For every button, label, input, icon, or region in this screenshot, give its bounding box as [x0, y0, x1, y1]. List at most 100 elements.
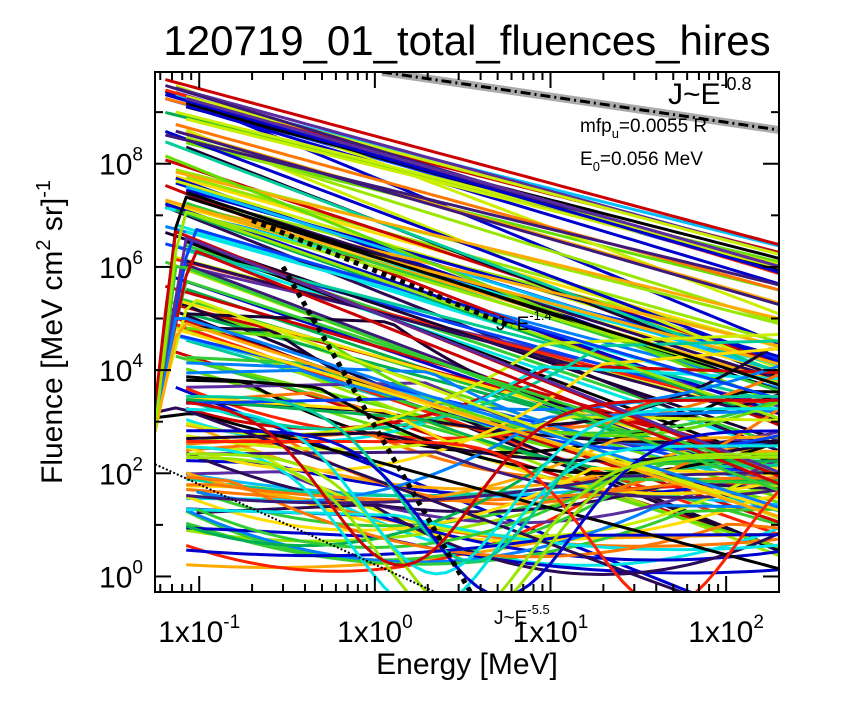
reference-line-2 [251, 217, 513, 329]
y-tick-label-exp: 6 [132, 248, 143, 269]
axis-ticks [155, 72, 780, 592]
series-line-82 [165, 133, 779, 287]
y-tick-label-base: 10 [99, 149, 132, 182]
x-tick-label: 1x102 [688, 612, 764, 649]
annotation-power-law-mid: J~E-1.4 [496, 308, 552, 335]
series-line-133 [185, 507, 779, 566]
series-line-81 [164, 93, 779, 274]
series-line-110 [185, 339, 779, 431]
reference-lines [155, 72, 779, 592]
series-line-56 [164, 140, 779, 374]
y-tick-label: 102 [99, 454, 143, 491]
annotation-mfp-sub: u [612, 126, 619, 141]
series-line-140 [186, 326, 779, 438]
y-tick-label-base: 10 [99, 355, 132, 388]
series-line-163 [155, 322, 779, 519]
y-tick-label: 108 [99, 145, 143, 182]
series-layer [155, 78, 779, 592]
series-line-165 [186, 444, 779, 592]
series-line-43 [185, 104, 779, 286]
annotation-e0-base: E [580, 149, 593, 170]
series-line-126 [186, 398, 779, 482]
annotation-power-law-low-base: J~E [494, 608, 527, 629]
annotation-e0: E0=0.056 MeV [580, 149, 703, 174]
series-line-42 [185, 240, 779, 467]
series-line-67 [175, 208, 779, 423]
y-tick-label: 104 [99, 351, 143, 388]
series-line-162 [155, 316, 779, 509]
y-axis-label-sup1: 2 [33, 239, 55, 250]
annotation-mfp-rest: =0.0055 R [619, 116, 707, 137]
series-line-157 [155, 298, 779, 520]
series-line-65 [175, 123, 779, 292]
series-line-167 [186, 440, 779, 592]
x-tick-label-base: 1x10 [513, 616, 578, 649]
series-line-93 [185, 97, 779, 268]
y-axis-label-mid: sr] [36, 198, 69, 240]
x-tick-label-base: 1x10 [688, 616, 753, 649]
annotation-power-law-main: J~E-0.8 [668, 74, 752, 111]
x-tick-label-exp: 1 [578, 612, 589, 633]
y-axis-label-sup2: -1 [33, 180, 55, 198]
x-tick-label: 1x101 [513, 612, 589, 649]
x-tick-label-exp: 0 [402, 612, 413, 633]
series-line-154 [155, 195, 779, 411]
reference-line-1 [381, 72, 779, 132]
series-line-139 [185, 458, 779, 548]
y-tick-label-exp: 8 [132, 145, 143, 166]
annotation-e0-sub: 0 [593, 159, 600, 174]
annotation-power-law-main-base: J~E [668, 78, 721, 111]
y-axis-label-base: Fluence [MeV cm [36, 251, 69, 484]
series-line-144 [186, 450, 779, 499]
y-tick-label-exp: 2 [132, 454, 143, 475]
reference-line-4 [155, 463, 436, 592]
series-line-146 [186, 475, 779, 559]
y-axis-label: Fluence [MeV cm2 sr]-1 [33, 180, 69, 484]
chart-title: 120719_01_total_fluences_hires [163, 17, 770, 64]
series-line-156 [155, 236, 779, 474]
x-tick-label: 1x10-1 [158, 612, 240, 649]
series-line-80 [175, 299, 779, 551]
series-line-172 [186, 398, 779, 567]
annotation-power-law-low-exp: -5.5 [527, 602, 549, 617]
series-line-170 [186, 429, 779, 592]
annotation-mfp-base: mfp [580, 116, 612, 137]
series-line-166 [186, 452, 779, 592]
x-tick-labels: 1x10-1 1x100 1x101 1x102 [158, 612, 764, 649]
series-line-161 [155, 406, 686, 592]
x-tick-label: 1x100 [337, 612, 413, 649]
reference-line-3 [280, 265, 473, 592]
annotation-power-law-mid-exp: -1.4 [529, 308, 551, 323]
series-line-168 [186, 407, 779, 576]
series-line-86 [175, 129, 779, 306]
annotation-power-law-low: J~E-5.5 [494, 602, 550, 629]
series-line-59 [165, 78, 779, 247]
series-line-85 [175, 170, 779, 321]
y-tick-label-exp: 4 [132, 351, 143, 372]
series-line-137 [185, 467, 779, 532]
x-tick-label-base: 1x10 [158, 616, 223, 649]
series-line-68 [185, 135, 779, 324]
series-line-127 [186, 375, 779, 475]
y-tick-label-base: 10 [99, 458, 132, 491]
y-tick-label-base: 10 [99, 561, 132, 594]
series-line-150 [186, 533, 779, 558]
series-line-47 [185, 185, 779, 374]
x-axis-label: Energy [MeV] [376, 648, 558, 681]
y-tick-label: 100 [99, 557, 143, 594]
x-tick-label-exp: -1 [223, 612, 240, 633]
series-line-49 [164, 129, 779, 364]
annotation-power-law-main-exp: -0.8 [721, 74, 752, 94]
series-line-171 [186, 455, 779, 592]
annotation-power-law-mid-base: J~E [496, 314, 529, 335]
y-tick-label-base: 10 [99, 252, 132, 285]
y-tick-label-exp: 0 [132, 557, 143, 578]
plot-frame [154, 71, 780, 593]
annotation-e0-rest: =0.056 MeV [600, 149, 703, 170]
y-tick-label: 106 [99, 248, 143, 285]
x-tick-label-base: 1x10 [337, 616, 402, 649]
x-tick-label-exp: 2 [753, 612, 764, 633]
series-line-158 [155, 265, 779, 492]
